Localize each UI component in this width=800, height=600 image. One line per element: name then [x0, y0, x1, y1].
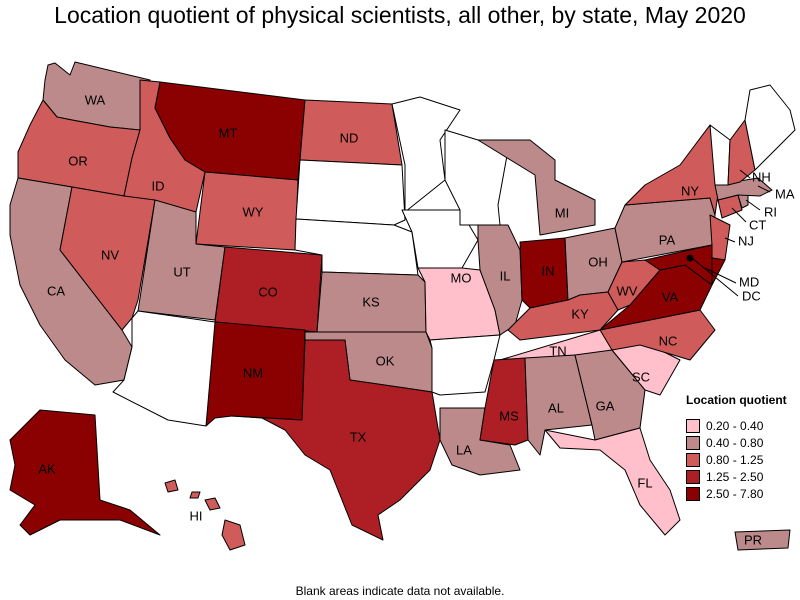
state-label-oh: OH [588, 254, 608, 269]
state-label-nc: NC [659, 333, 678, 348]
callout-line-ct [731, 207, 747, 223]
legend-item: 2.50 - 7.80 [686, 485, 787, 502]
state-label-ca: CA [47, 283, 65, 298]
state-nj [709, 214, 731, 261]
callout-line-nh [739, 169, 751, 179]
state-me [744, 84, 796, 171]
state-mi [477, 139, 596, 236]
state-label-va: VA [662, 289, 679, 304]
state-label-sc: SC [632, 369, 650, 384]
state-label-md: MD [739, 274, 759, 289]
state-mn [391, 96, 461, 213]
legend-item: 1.25 - 2.50 [686, 468, 787, 485]
legend-item: 0.40 - 0.80 [686, 434, 787, 451]
state-label-mt: MT [219, 125, 238, 140]
state-label-ks: KS [362, 294, 380, 309]
legend-label: 0.20 - 0.40 [706, 418, 764, 433]
state-label-tn: TN [549, 343, 566, 358]
legend-title: Location quotient [686, 393, 787, 407]
legend-swatch [686, 469, 700, 484]
state-label-id: ID [152, 178, 165, 193]
state-label-ok: OK [376, 353, 395, 368]
state-hi [164, 479, 246, 551]
state-az [112, 310, 216, 427]
state-label-il: IL [500, 268, 511, 283]
state-ar [429, 334, 501, 396]
state-label-wy: WY [243, 204, 264, 219]
callout-line-nj [724, 237, 736, 243]
state-label-tx: TX [350, 429, 367, 444]
state-label-wa: WA [85, 92, 106, 107]
state-label-la: LA [456, 442, 472, 457]
state-label-nm: NM [243, 365, 263, 380]
legend-label: 2.50 - 7.80 [706, 486, 764, 501]
callout-line-ri [745, 199, 761, 211]
state-ak [9, 409, 161, 536]
legend-label: 1.25 - 2.50 [706, 469, 764, 484]
state-label-ny: NY [681, 183, 699, 198]
state-label-ut: UT [173, 264, 190, 279]
state-label-mi: MI [555, 205, 569, 220]
legend-label: 0.80 - 1.25 [706, 452, 764, 467]
legend-swatch [686, 452, 700, 467]
map-title: Location quotient of physical scientists… [54, 2, 746, 28]
state-label-mo: MO [451, 270, 472, 285]
state-label-ri: RI [764, 204, 777, 219]
state-label-nd: ND [340, 130, 359, 145]
state-de [711, 257, 726, 286]
state-label-al: AL [548, 400, 564, 415]
state-pr [734, 529, 791, 551]
state-label-nh: NH [752, 169, 771, 184]
state-label-ms: MS [499, 408, 519, 423]
state-fl [544, 427, 681, 536]
state-label-in: IN [542, 263, 555, 278]
state-label-ct: CT [749, 217, 766, 232]
state-label-dc: DC [742, 288, 761, 303]
legend-swatch [686, 435, 700, 450]
state-label-ak: AK [38, 461, 56, 476]
legend-item: 0.80 - 1.25 [686, 451, 787, 468]
state-label-pa: PA [659, 232, 676, 247]
state-tx [231, 339, 441, 541]
state-nv [59, 186, 156, 331]
dc-marker [686, 254, 694, 262]
callout-line-ma [757, 185, 771, 193]
callout-line-dc [691, 257, 739, 297]
state-label-nv: NV [101, 247, 119, 262]
legend-label: 0.40 - 0.80 [706, 435, 764, 450]
state-sd [295, 159, 406, 226]
legend-swatch [686, 418, 700, 433]
state-label-ky: KY [571, 306, 589, 321]
legend: Location quotient 0.20 - 0.40 0.40 - 0.80… [686, 393, 787, 502]
callout-line-md [704, 267, 737, 284]
legend-swatch [686, 486, 700, 501]
legend-item: 0.20 - 0.40 [686, 417, 787, 434]
state-label-pr: PR [744, 532, 762, 547]
state-label-hi: HI [190, 508, 203, 523]
state-label-nj: NJ [738, 233, 754, 248]
state-label-or: OR [68, 153, 88, 168]
state-label-wv: WV [617, 283, 638, 298]
state-label-ma: MA [775, 186, 795, 201]
state-label-ga: GA [596, 398, 615, 413]
state-label-fl: FL [637, 475, 652, 490]
state-label-co: CO [258, 284, 278, 299]
footnote: Blank areas indicate data not available. [295, 584, 505, 598]
